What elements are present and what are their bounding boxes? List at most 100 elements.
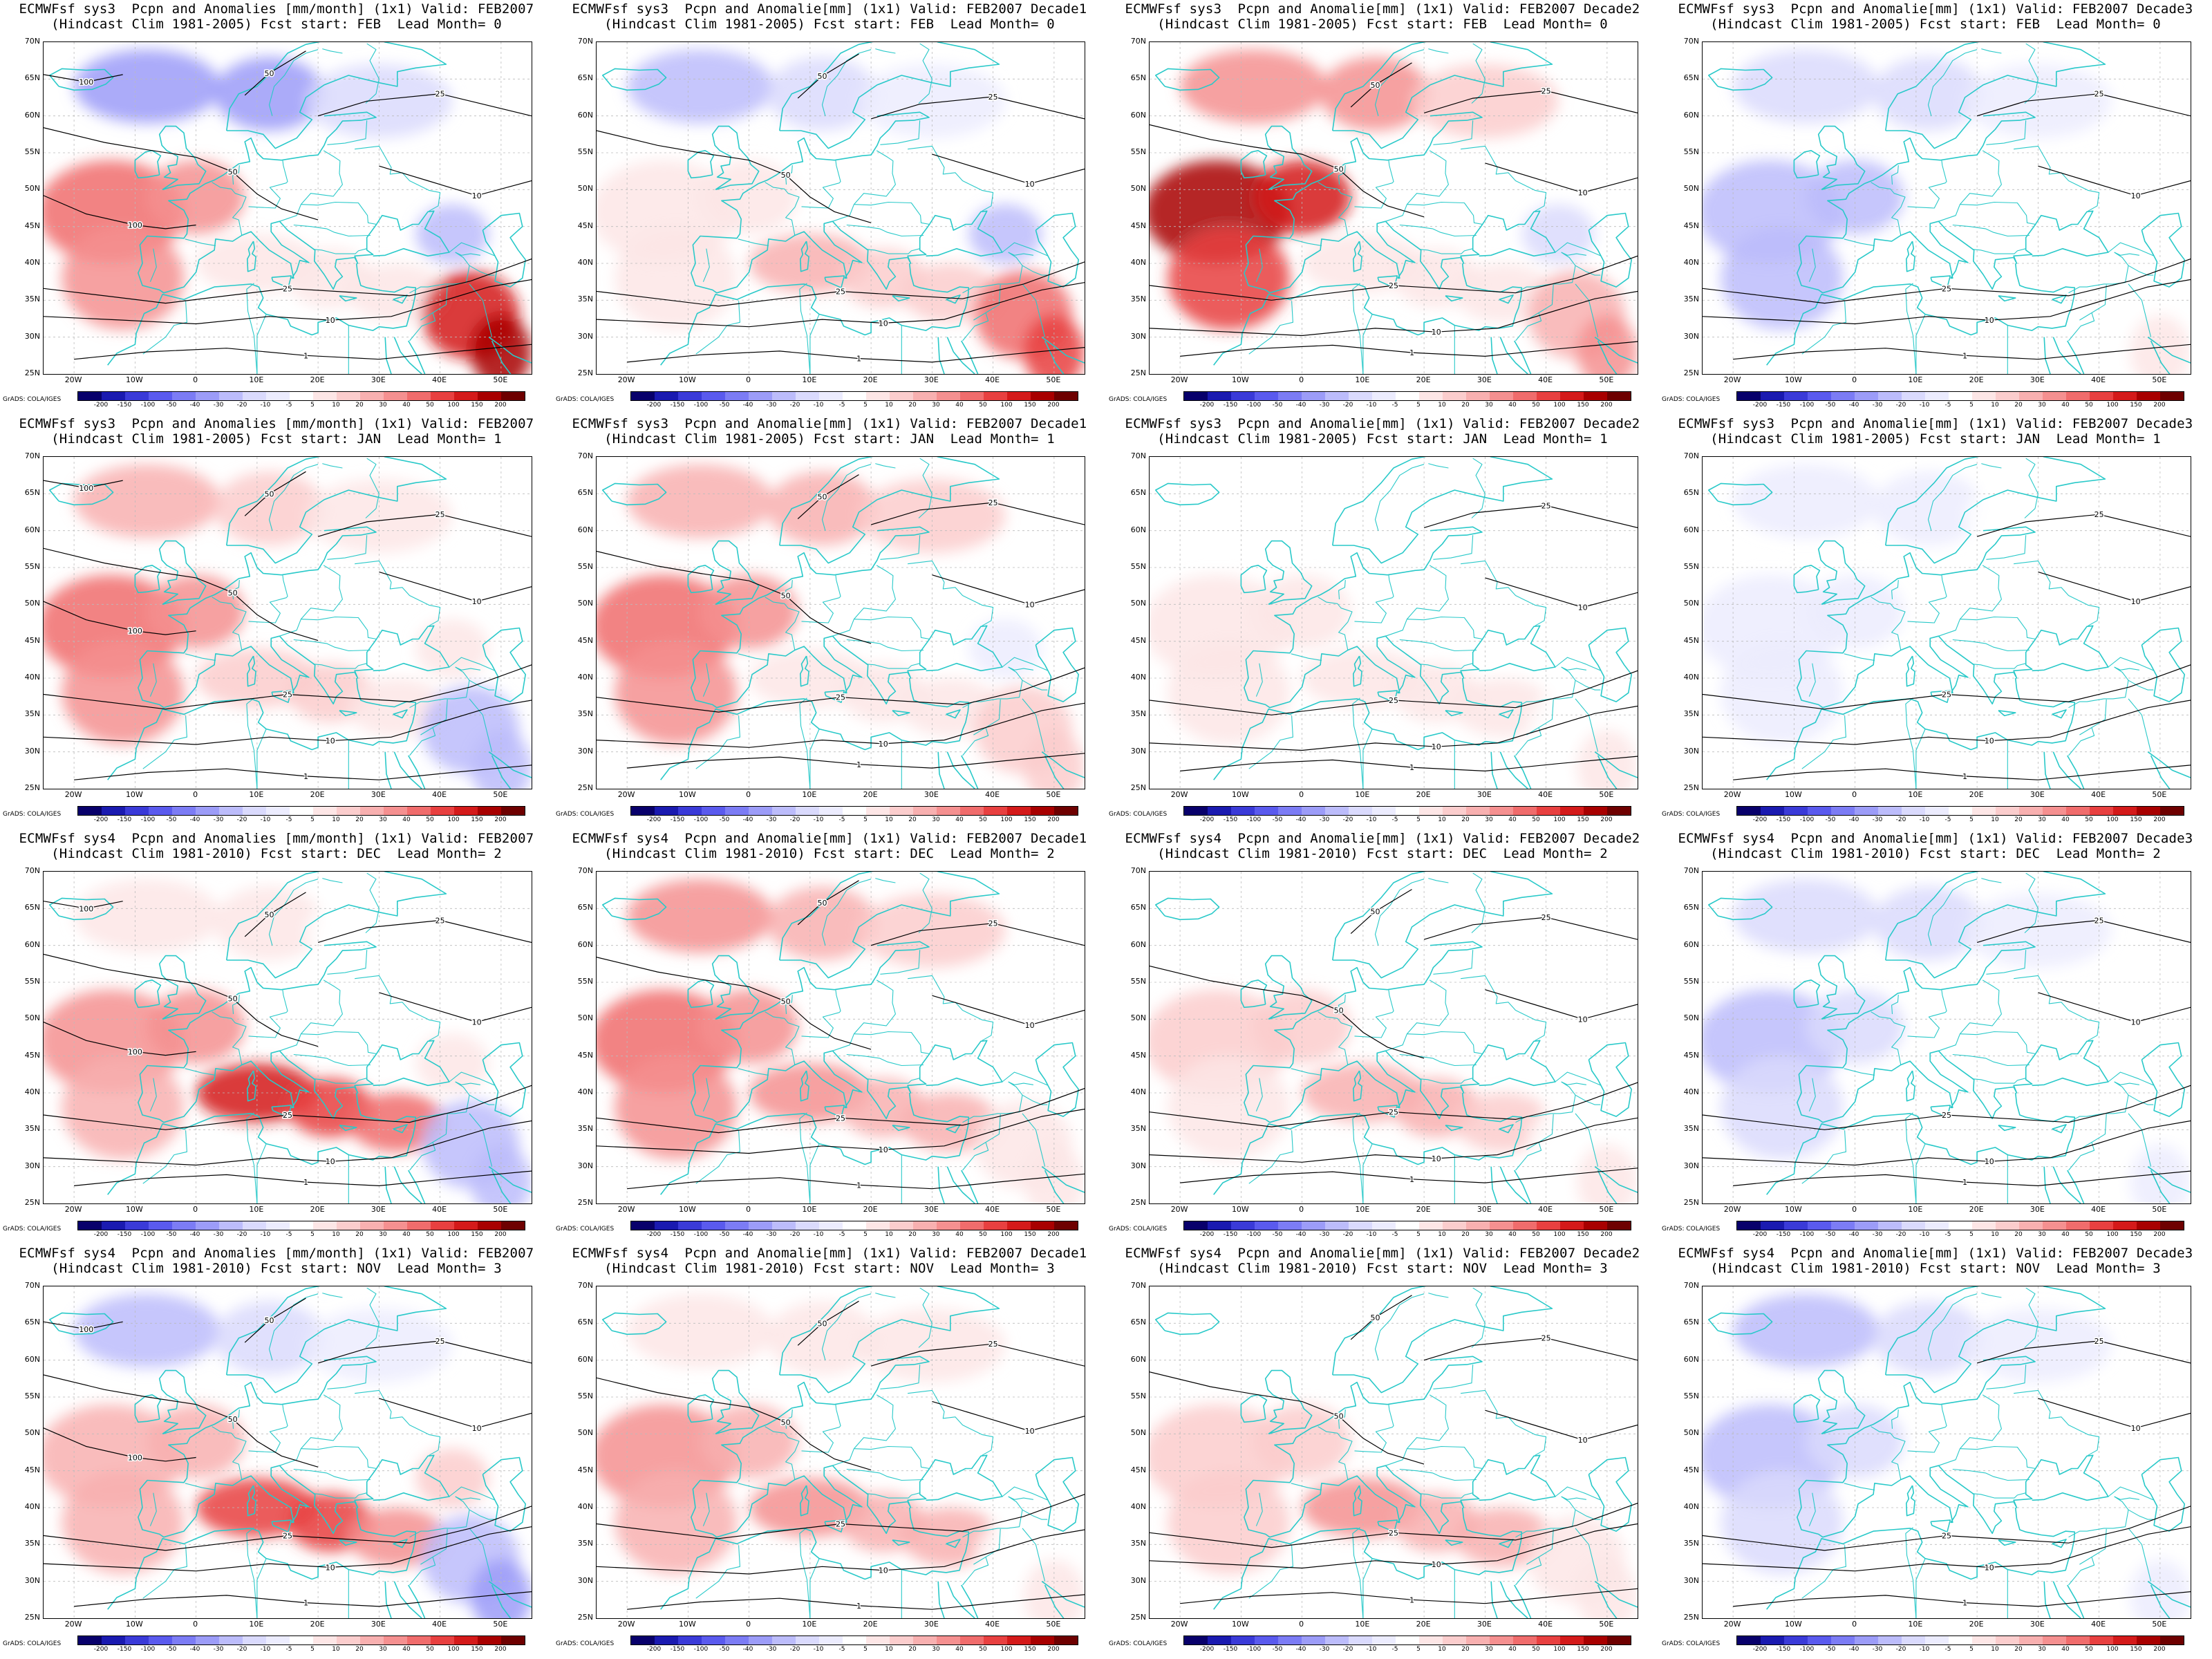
latitude-label: 65N [577,1318,593,1327]
colorbar-swatch [431,392,454,400]
colorbar-swatch [1255,392,1278,400]
colorbar-swatch [501,1636,525,1644]
latitude-label: 45N [577,1050,593,1060]
colorbar-swatch [1054,1636,1078,1644]
anomaly-shading [1703,1293,2191,1618]
colorbar-label: -40 [1848,1231,1859,1238]
coastlines [602,42,1085,374]
longitude-label: 0 [193,790,198,799]
colorbar-label: 150 [1577,1231,1589,1238]
longitude-label: 10E [249,1205,264,1214]
panel-title: ECMWFsf sys4 Pcpn and Anomalies [mm/mont… [0,831,553,861]
colorbar-label: -30 [1319,1231,1330,1238]
colorbar-swatch [1949,1636,1972,1644]
colorbar-label: 10 [332,402,340,409]
grads-credit: GrADS: COLA/IGES [1662,1640,1721,1647]
colorbar-swatch [2160,1636,2184,1644]
longitude-label: 20E [1969,1620,1984,1629]
colorbar-swatch [1996,1221,2019,1230]
colorbar-label: 30 [2038,1646,2046,1653]
latitude-label: 60N [577,939,593,949]
latitude-label: 55N [1130,977,1146,986]
contour-label: 25 [836,693,845,702]
map-canvas: 50 50 25 25 10 10 1 [597,42,1085,374]
latitude-label: 40N [577,1502,593,1511]
colorbar-label: 30 [1485,402,1493,409]
colorbar-swatch [2090,1636,2113,1644]
longitude-label: 10W [125,375,143,384]
colorbar-swatch [478,1221,501,1230]
colorbar-swatch [1831,807,1855,815]
colorbar-swatch [407,1636,431,1644]
colorbar-swatch [1372,1636,1396,1644]
panel-title: ECMWFsf sys3 Pcpn and Anomalie[mm] (1x1)… [1106,1,1659,32]
contour-label: 1 [1409,1175,1414,1184]
colorbar-label: 150 [1577,816,1589,823]
grads-credit: GrADS: COLA/IGES [3,1640,62,1647]
colorbar-swatch [290,1636,313,1644]
colorbar-label: 40 [2061,816,2070,823]
dry-anomaly-area [2129,1559,2191,1618]
colorbar-swatch [1278,1221,1302,1230]
colorbar-label: -30 [766,816,777,823]
colorbar-label: 50 [979,1231,987,1238]
colorbar-label: 10 [1991,816,1999,823]
grads-credit: GrADS: COLA/IGES [1109,396,1168,403]
panel-title-line2: (Hindcast Clim 1981-2005) Fcst start: FE… [51,17,502,32]
contour-label: 100 [79,904,93,913]
colorbar-label: -100 [693,1646,709,1653]
colorbar-label: 20 [1461,1646,1470,1653]
coastlines [602,1286,1085,1618]
dry-anomaly-area [1873,57,1983,131]
colorbar-label: 40 [402,1646,411,1653]
contour-label: 25 [1541,501,1551,510]
colorbar-label: 50 [426,816,434,823]
climatology-contours: 25 25 10 10 1 [1703,509,2191,782]
colorbar-swatch [1349,1221,1372,1230]
wet-anomaly-area [1180,49,1327,124]
latitude-label: 25N [577,1198,593,1207]
latitude-label: 65N [24,1318,40,1327]
colorbar-label: 30 [2038,1231,2046,1238]
contour-label: 25 [1389,281,1398,290]
climatology-contours: 25 25 10 10 1 [1703,88,2191,362]
colorbar-label: 50 [979,1646,987,1653]
longitude-label: 50E [1046,1620,1061,1629]
colorbar-label: -5 [1391,402,1398,409]
colorbar-label: 200 [2153,1231,2166,1238]
colorbar-label: 200 [1600,1646,1613,1653]
longitude-label: 30E [371,1205,386,1214]
colorbar-swatch [1902,807,1925,815]
colorbar-label: 150 [471,402,483,409]
colorbar-swatch [913,1636,937,1644]
forecast-panel: ECMWFsf sys3 Pcpn and Anomalie[mm] (1x1)… [1659,415,2212,830]
colorbar-label: -200 [1199,1231,1215,1238]
colorbar-swatch [454,392,478,400]
latitude-label: 70N [1130,37,1146,46]
longitude-label: 20E [1969,375,1984,384]
longitude-label: 10W [125,1205,143,1214]
latitude-label: 35N [24,294,40,304]
coastlines [49,42,532,374]
colorbar-label: -50 [1272,1231,1283,1238]
latitude-label: 55N [1683,977,1699,986]
panel-title: ECMWFsf sys3 Pcpn and Anomalies [mm/mont… [0,416,553,447]
latitude-label: 30N [577,1575,593,1585]
longitude-label: 20W [1170,375,1188,384]
panel-title: ECMWFsf sys3 Pcpn and Anomalies [mm/mont… [0,1,553,32]
colorbar-label: -30 [213,1646,224,1653]
colorbar [1183,1221,1631,1230]
wet-anomaly-area [1454,263,1553,323]
colorbar-label: 30 [2038,816,2046,823]
colorbar-swatch [819,1636,843,1644]
contour-label: 50 [265,69,274,78]
longitude-label: 10E [1355,1620,1370,1629]
contour-label: 25 [435,90,445,99]
contour-label: 25 [435,1337,445,1346]
longitude-label: 50E [2152,375,2167,384]
colorbar-swatch [196,807,219,815]
colorbar [1183,806,1631,816]
colorbar-label: -30 [1319,1646,1330,1653]
panel-title-line2: (Hindcast Clim 1981-2010) Fcst start: NO… [1157,1261,1608,1276]
climatology-contours: 25 25 10 10 1 [1703,915,2191,1188]
